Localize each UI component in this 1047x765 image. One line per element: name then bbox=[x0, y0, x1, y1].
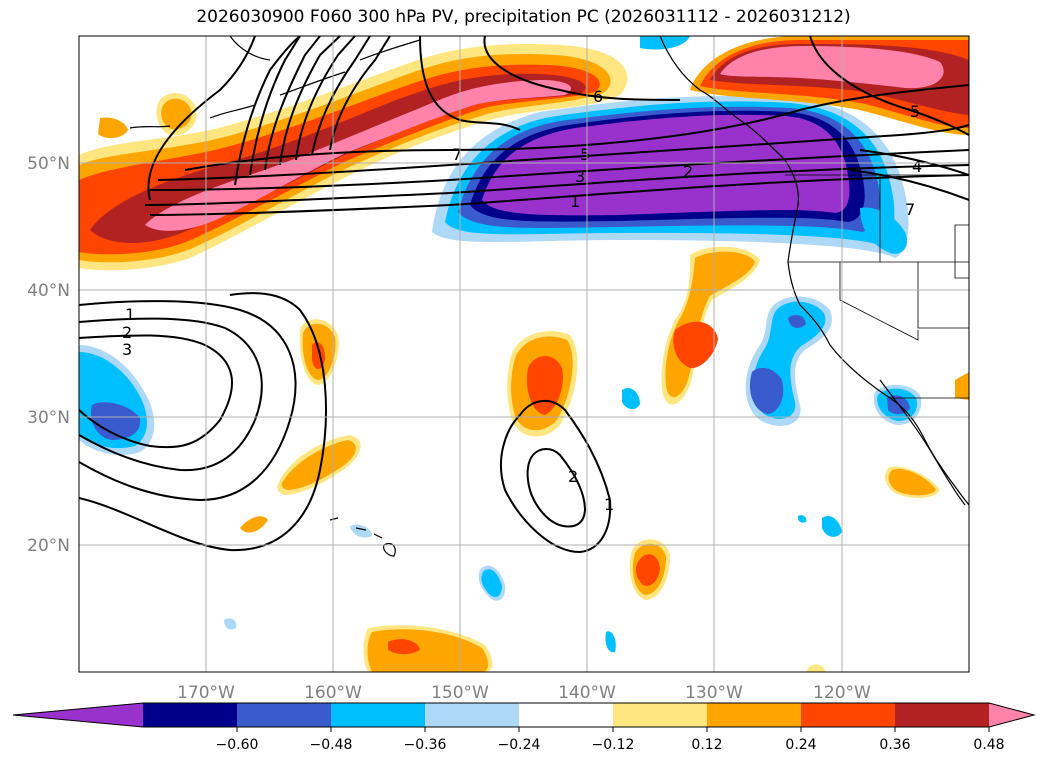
contour-label: 3 bbox=[122, 340, 132, 359]
colorbar: −0.60 −0.48 −0.36 −0.24 −0.12 0.12 0.24 0.36 0.4… bbox=[12, 702, 1036, 753]
colorbar-bin bbox=[895, 703, 990, 727]
positive-band-northeast bbox=[640, 36, 969, 135]
colorbar-bin bbox=[613, 703, 708, 727]
gridlines bbox=[79, 36, 969, 672]
colorbar-bin bbox=[143, 703, 238, 727]
colorbar-bin bbox=[425, 703, 520, 727]
colorbar-bin bbox=[331, 703, 426, 727]
contour-label: 2 bbox=[568, 467, 578, 486]
lat-tick-labels: 20°N 30°N 40°N 50°N bbox=[27, 154, 70, 556]
chart-title: 2026030900 F060 300 hPa PV, precipitatio… bbox=[196, 7, 851, 27]
contour-label: 4 bbox=[912, 157, 922, 176]
pv-contours bbox=[79, 36, 969, 554]
contour-label: 2 bbox=[683, 162, 693, 181]
colorbar-tick-label: −0.12 bbox=[592, 737, 635, 753]
lon-tick-label: 140°W bbox=[558, 683, 616, 703]
colorbar-bin bbox=[707, 703, 802, 727]
lat-tick-label: 40°N bbox=[27, 281, 70, 301]
plot-frame bbox=[78, 35, 970, 673]
colorbar-tick-label: −0.60 bbox=[216, 737, 259, 753]
colorbar-tick-label: 0.48 bbox=[973, 737, 1004, 753]
colorbar-tick-label: −0.36 bbox=[404, 737, 447, 753]
lon-tick-label: 150°W bbox=[431, 683, 489, 703]
colorbar-extend-high bbox=[989, 703, 1034, 727]
colorbar-tick-label: 0.24 bbox=[785, 737, 816, 753]
colorbar-bin bbox=[801, 703, 896, 727]
lat-tick-label: 50°N bbox=[27, 154, 70, 174]
colorbar-tick-label: 0.36 bbox=[879, 737, 910, 753]
lon-tick-label: 120°W bbox=[813, 683, 871, 703]
colorbar-tick-label: 0.12 bbox=[691, 737, 722, 753]
pv-contour-labels: 6 7 5 3 2 1 5 4 7 1 2 3 2 1 bbox=[122, 87, 922, 514]
colorbar-outline bbox=[12, 702, 1036, 728]
lon-tick-labels: 170°W 160°W 150°W 140°W 130°W 120°W bbox=[177, 683, 871, 703]
lon-tick-label: 130°W bbox=[685, 683, 743, 703]
contour-label: 7 bbox=[905, 200, 915, 219]
negative-blobs-scattered bbox=[224, 387, 842, 653]
colorbar-bin bbox=[237, 703, 332, 727]
colorbar-tick-label: −0.24 bbox=[498, 737, 541, 753]
contour-label: 7 bbox=[452, 145, 462, 164]
contour-label: 3 bbox=[575, 167, 585, 186]
contour-label: 5 bbox=[910, 102, 920, 121]
colorbar-extend-low bbox=[13, 703, 143, 727]
lat-tick-label: 30°N bbox=[27, 408, 70, 428]
colorbar-tick-label: −0.48 bbox=[310, 737, 353, 753]
contour-label: 2 bbox=[122, 323, 132, 342]
lat-tick-label: 20°N bbox=[27, 536, 70, 556]
lon-tick-label: 160°W bbox=[304, 683, 362, 703]
contour-label: 6 bbox=[593, 87, 603, 106]
contour-label: 1 bbox=[570, 192, 580, 211]
contour-label: 1 bbox=[125, 305, 135, 324]
colorbar-bin bbox=[519, 703, 614, 727]
lon-tick-label: 170°W bbox=[177, 683, 235, 703]
contour-label: 5 bbox=[580, 145, 590, 164]
contour-label: 1 bbox=[604, 495, 614, 514]
